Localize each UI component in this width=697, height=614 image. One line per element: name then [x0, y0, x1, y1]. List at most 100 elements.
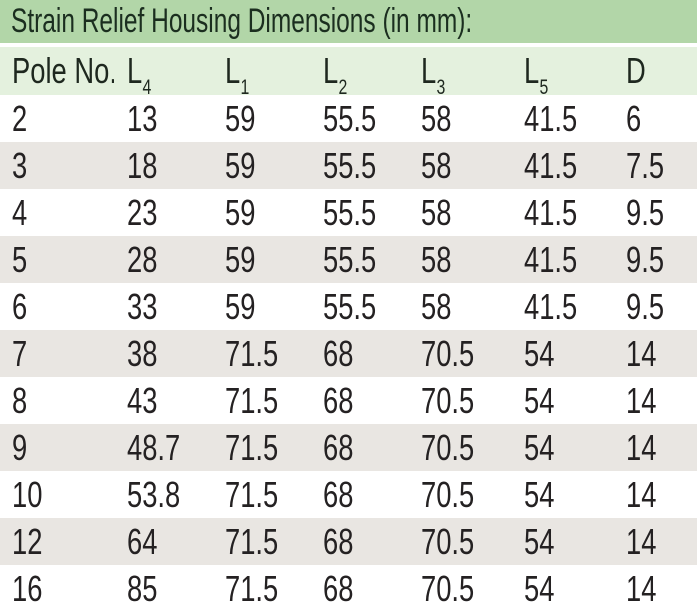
cell-text: 55.5	[323, 97, 377, 139]
cell-text: 54	[524, 332, 555, 374]
cell-text: 14	[626, 567, 657, 609]
cell-text: 43	[127, 379, 158, 421]
title-bar: Strain Relief Housing Dimensions (in mm)…	[0, 0, 697, 43]
cell-text: 38	[127, 332, 158, 374]
table-cell: 68	[310, 471, 408, 518]
table-cell: 70.5	[408, 424, 511, 471]
cell-text: 53.8	[127, 473, 181, 515]
table-cell: 71.5	[212, 565, 310, 612]
title-divider	[0, 43, 697, 47]
cell-text: 41.5	[524, 285, 578, 327]
table-cell: 54	[511, 565, 613, 612]
table-cell: 59	[212, 95, 310, 142]
table-cell: 18	[114, 142, 212, 189]
table-cell: 70.5	[408, 330, 511, 377]
table-cell: 68	[310, 377, 408, 424]
table-cell: 33	[114, 283, 212, 330]
table-cell: 59	[212, 189, 310, 236]
table-cell: 23	[114, 189, 212, 236]
table-cell: 9.5	[613, 236, 697, 283]
table-cell: 70.5	[408, 377, 511, 424]
col-header-subscript: 1	[240, 75, 250, 95]
cell-text: 59	[225, 285, 256, 327]
table-cell: 70.5	[408, 471, 511, 518]
table-cell: 9	[0, 424, 114, 471]
table-cell: 7.5	[613, 142, 697, 189]
dimensions-table: Pole No. L4 L1 L2 L3 L5 D 2 13 59 55.5 5…	[0, 47, 697, 612]
col-header-label: L	[323, 50, 339, 91]
table-cell: 41.5	[511, 95, 613, 142]
cell-text: 10	[12, 473, 43, 515]
cell-text: 7	[12, 332, 28, 374]
table-cell: 68	[310, 565, 408, 612]
table-cell: 58	[408, 142, 511, 189]
table-cell: 54	[511, 424, 613, 471]
col-header-l3: L3	[408, 47, 511, 95]
table-row-pole-8: 8 43 71.5 68 70.5 54 14	[0, 377, 697, 424]
cell-text: 59	[225, 191, 256, 233]
cell-text: 70.5	[421, 332, 475, 374]
table-cell: 38	[114, 330, 212, 377]
table-cell: 55.5	[310, 283, 408, 330]
table-cell: 48.7	[114, 424, 212, 471]
cell-text: 14	[626, 426, 657, 468]
table-cell: 53.8	[114, 471, 212, 518]
table-cell: 6	[613, 95, 697, 142]
cell-text: 6	[12, 285, 28, 327]
cell-text: 70.5	[421, 473, 475, 515]
table-cell: 54	[511, 377, 613, 424]
table-cell: 28	[114, 236, 212, 283]
table-cell: 68	[310, 518, 408, 565]
table-cell: 71.5	[212, 471, 310, 518]
table-cell: 71.5	[212, 330, 310, 377]
table-cell: 58	[408, 95, 511, 142]
cell-text: 70.5	[421, 520, 475, 562]
cell-text: 58	[421, 238, 452, 280]
cell-text: 68	[323, 473, 354, 515]
table-cell: 54	[511, 471, 613, 518]
cell-text: 41.5	[524, 97, 578, 139]
table-cell: 55.5	[310, 95, 408, 142]
cell-text: 71.5	[225, 332, 279, 374]
col-header-subscript: 3	[436, 75, 446, 95]
cell-text: 7.5	[626, 144, 665, 186]
table-cell: 12	[0, 518, 114, 565]
cell-text: 41.5	[524, 238, 578, 280]
table-cell: 58	[408, 189, 511, 236]
cell-text: 9.5	[626, 191, 665, 233]
col-header-label: L	[421, 50, 437, 91]
cell-text: 70.5	[421, 426, 475, 468]
table-cell: 68	[310, 424, 408, 471]
table-cell: 55.5	[310, 189, 408, 236]
col-header-pole-no: Pole No.	[0, 47, 114, 95]
table-cell: 71.5	[212, 424, 310, 471]
table-row-pole-16: 16 85 71.5 68 70.5 54 14	[0, 565, 697, 612]
cell-text: 70.5	[421, 379, 475, 421]
table-row-pole-2: 2 13 59 55.5 58 41.5 6	[0, 95, 697, 142]
col-header-l4: L4	[114, 47, 212, 95]
cell-text: 48.7	[127, 426, 181, 468]
cell-text: 55.5	[323, 191, 377, 233]
table-row-pole-3: 3 18 59 55.5 58 41.5 7.5	[0, 142, 697, 189]
table-header-row: Pole No. L4 L1 L2 L3 L5 D	[0, 47, 697, 95]
table-cell: 8	[0, 377, 114, 424]
table-cell: 70.5	[408, 518, 511, 565]
table-cell: 9.5	[613, 189, 697, 236]
cell-text: 70.5	[421, 567, 475, 609]
cell-text: 71.5	[225, 473, 279, 515]
table-cell: 6	[0, 283, 114, 330]
table-cell: 14	[613, 565, 697, 612]
cell-text: 71.5	[225, 567, 279, 609]
col-header-l1: L1	[212, 47, 310, 95]
cell-text: 54	[524, 379, 555, 421]
cell-text: 14	[626, 473, 657, 515]
table-cell: 41.5	[511, 236, 613, 283]
table-cell: 43	[114, 377, 212, 424]
cell-text: 14	[626, 520, 657, 562]
cell-text: 14	[626, 379, 657, 421]
table-cell: 59	[212, 142, 310, 189]
cell-text: 68	[323, 332, 354, 374]
cell-text: 55.5	[323, 238, 377, 280]
cell-text: 23	[127, 191, 158, 233]
